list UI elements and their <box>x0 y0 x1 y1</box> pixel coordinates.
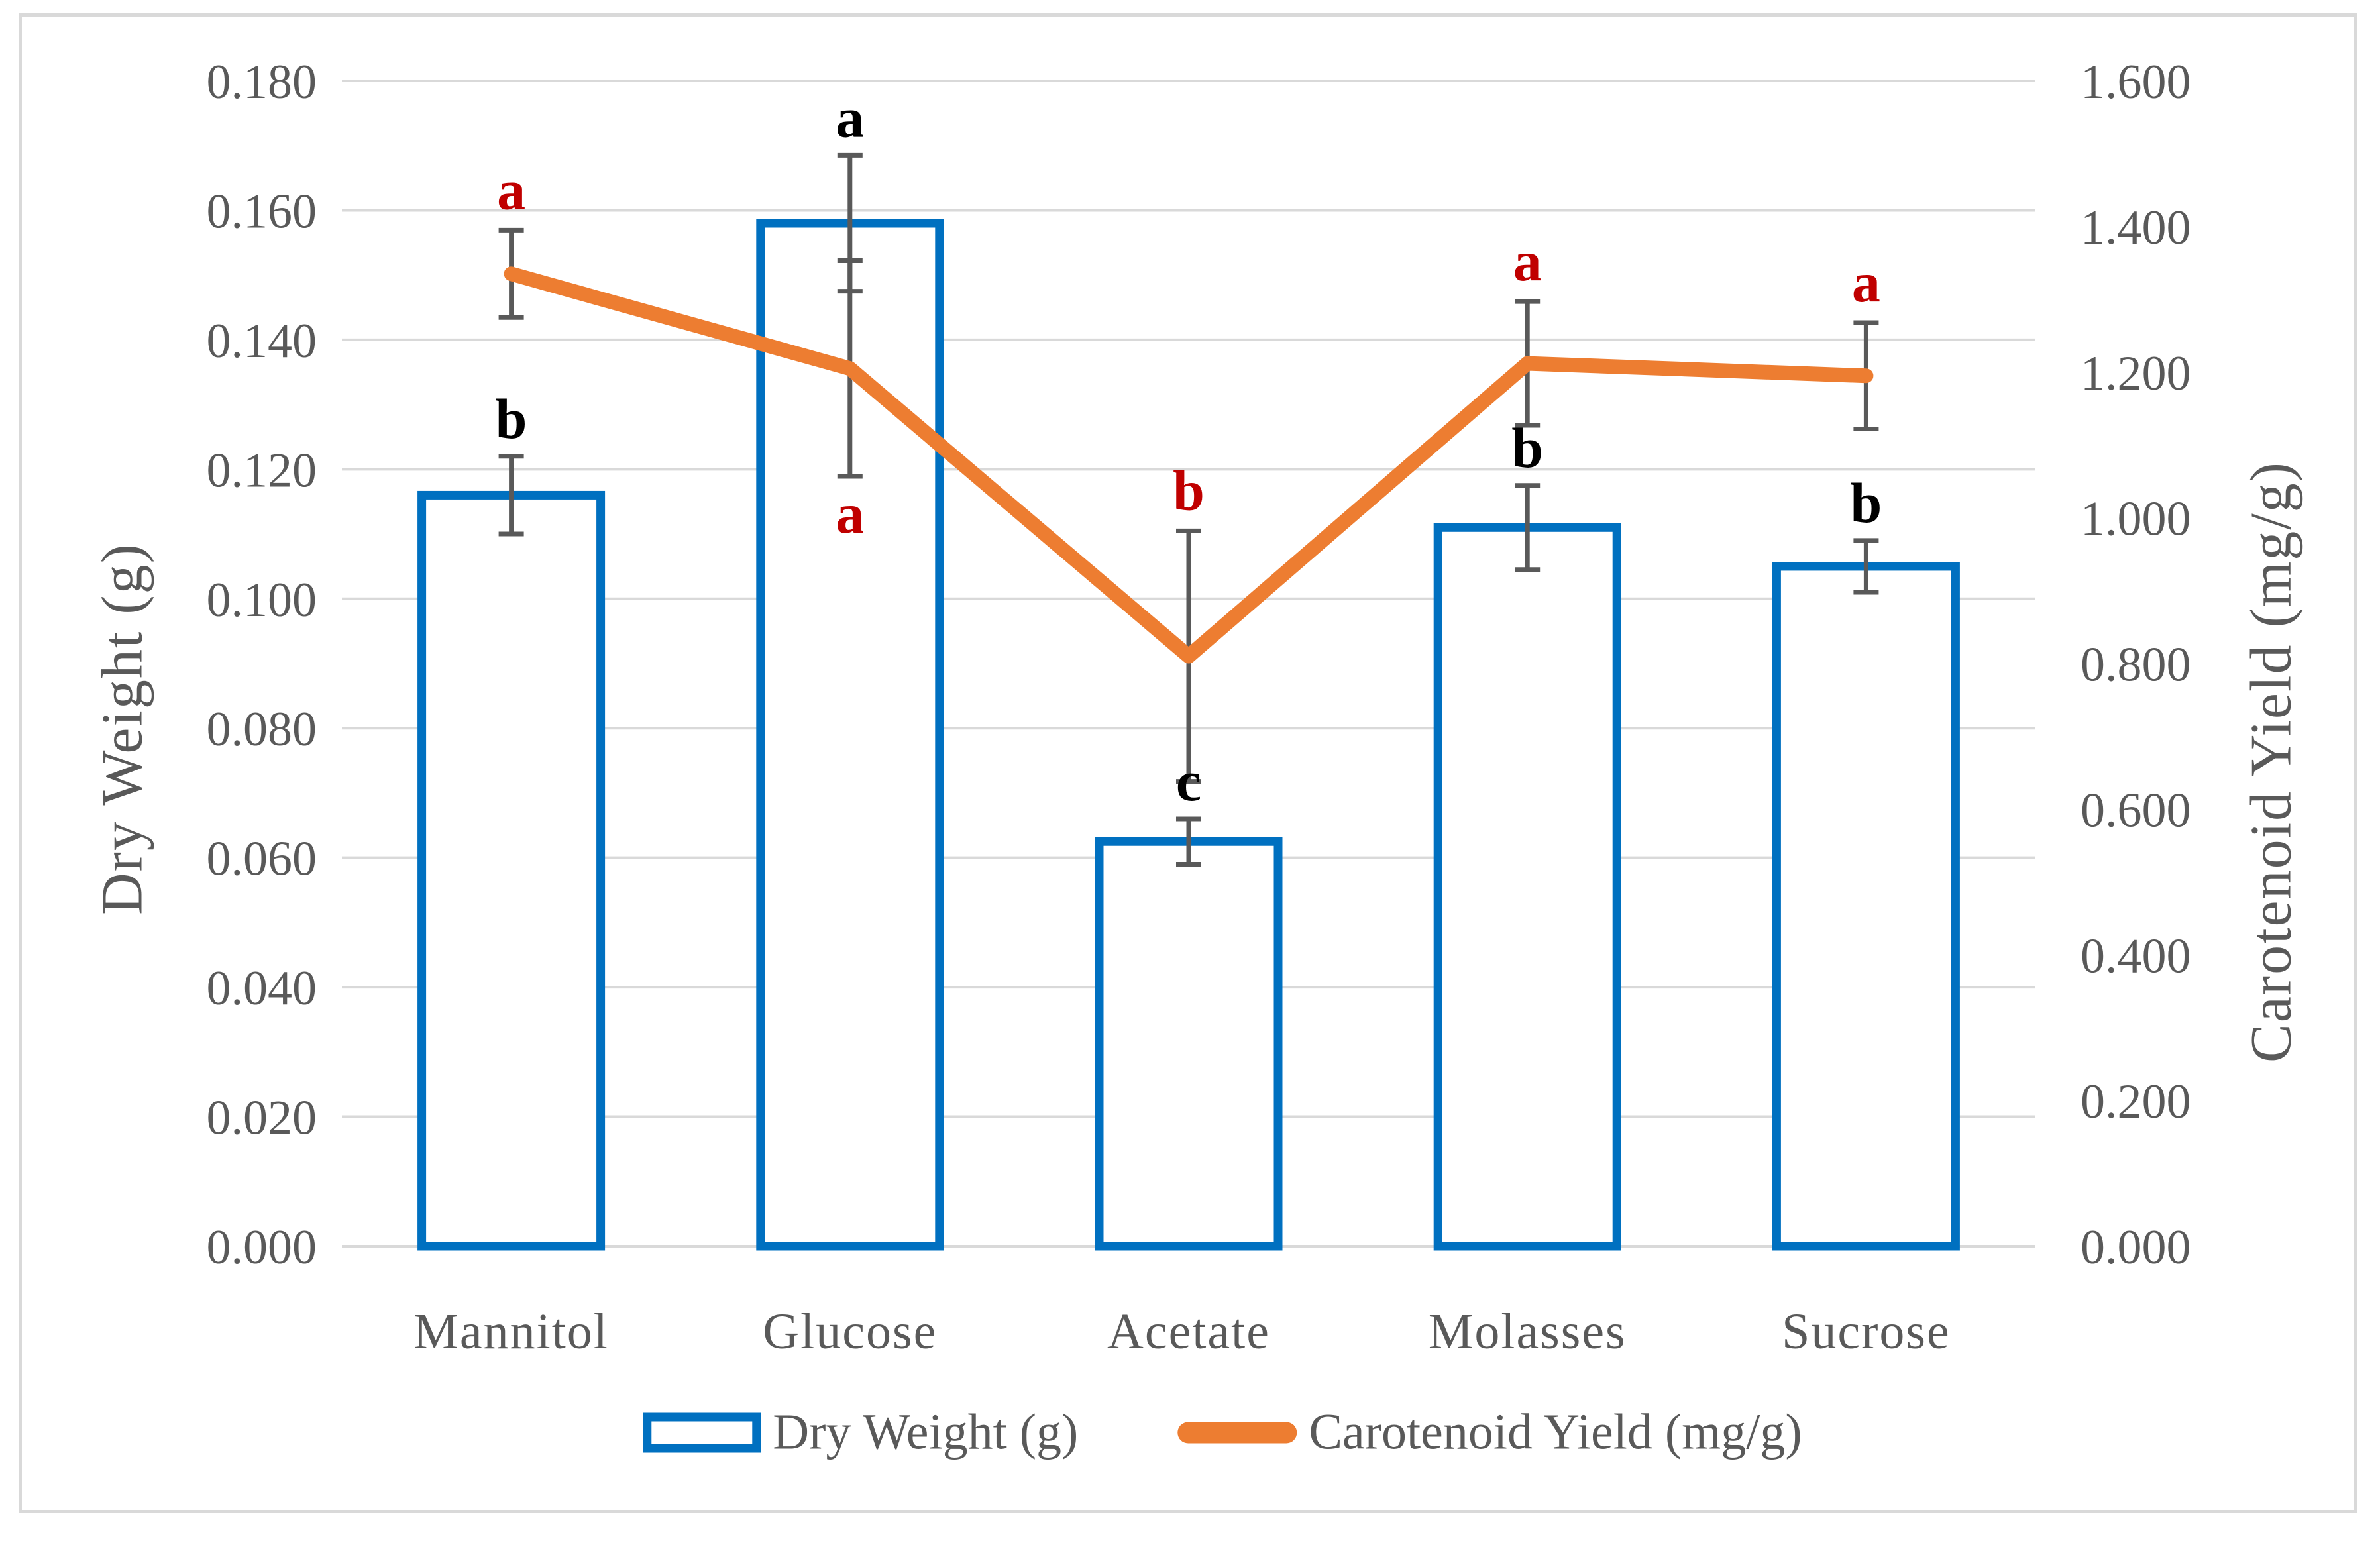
category-label-acetate: Acetate <box>1107 1304 1270 1359</box>
right-axis-tick-label: 0.400 <box>2081 929 2191 983</box>
right-axis-tick-label: 0.000 <box>2081 1220 2191 1275</box>
category-label-mannitol: Mannitol <box>413 1304 609 1359</box>
legend-label-dry-weight: Dry Weight (g) <box>773 1404 1079 1460</box>
right-axis-tick-label: 1.000 <box>2081 492 2191 547</box>
left-axis-tick-label: 0.060 <box>207 832 317 886</box>
right-axis-tick-label: 1.600 <box>2081 55 2191 109</box>
category-label-molasses: Molasses <box>1429 1304 1627 1359</box>
left-axis-tick-label: 0.080 <box>207 702 317 757</box>
line-significance-letter: a <box>836 482 864 545</box>
left-axis-tick-label: 0.180 <box>207 55 317 109</box>
right-axis-tick-label: 0.200 <box>2081 1075 2191 1129</box>
bar-significance-letter: b <box>1511 416 1543 480</box>
right-axis-tick-label: 1.400 <box>2081 201 2191 255</box>
legend-label-carotenoid-yield: Carotenoid Yield (mg/g) <box>1309 1404 1802 1460</box>
line-significance-letter: a <box>1513 229 1542 293</box>
legend-item-carotenoid-yield: Carotenoid Yield (mg/g) <box>1177 1404 1802 1461</box>
left-axis-tick-label: 0.100 <box>207 573 317 627</box>
bar-sucrose <box>1772 562 1960 1251</box>
carotenoid-yield-line <box>504 266 1874 664</box>
left-axis-tick-label: 0.140 <box>207 314 317 368</box>
left-axis-title: Dry Weight (g) <box>90 543 155 915</box>
right-axis-title: Carotenoid Yield (mg/g) <box>2239 461 2304 1063</box>
right-axis-tick-label: 0.600 <box>2081 783 2191 837</box>
line-significance-letter: b <box>1173 458 1205 522</box>
legend: Dry Weight (g) Carotenoid Yield (mg/g) <box>643 1404 1802 1461</box>
right-axis-tick-label: 0.800 <box>2081 638 2191 692</box>
left-axis-tick-label: 0.020 <box>207 1091 317 1145</box>
category-label-glucose: Glucose <box>763 1304 937 1359</box>
bar-acetate <box>1095 837 1283 1251</box>
line-series-swatch-icon <box>1177 1422 1297 1443</box>
bar-significance-letter: a <box>836 85 864 149</box>
line-significance-letter: a <box>497 158 525 221</box>
bar-significance-letter: b <box>1850 471 1882 535</box>
legend-item-dry-weight: Dry Weight (g) <box>643 1404 1078 1461</box>
left-axis-tick-label: 0.160 <box>207 184 317 239</box>
left-axis-tick-label: 0.000 <box>207 1220 317 1275</box>
bar-molasses <box>1433 523 1621 1251</box>
bar-significance-letter: c <box>1176 749 1201 813</box>
bar-significance-letter: b <box>496 387 527 451</box>
right-axis-tick-label: 1.200 <box>2081 346 2191 401</box>
line-significance-letter: a <box>1852 250 1880 314</box>
bar-mannitol <box>417 490 606 1251</box>
bar-series-swatch-icon <box>643 1412 761 1452</box>
category-label-sucrose: Sucrose <box>1782 1304 1951 1359</box>
left-axis-tick-label: 0.120 <box>207 443 317 498</box>
left-axis-tick-label: 0.040 <box>207 961 317 1016</box>
